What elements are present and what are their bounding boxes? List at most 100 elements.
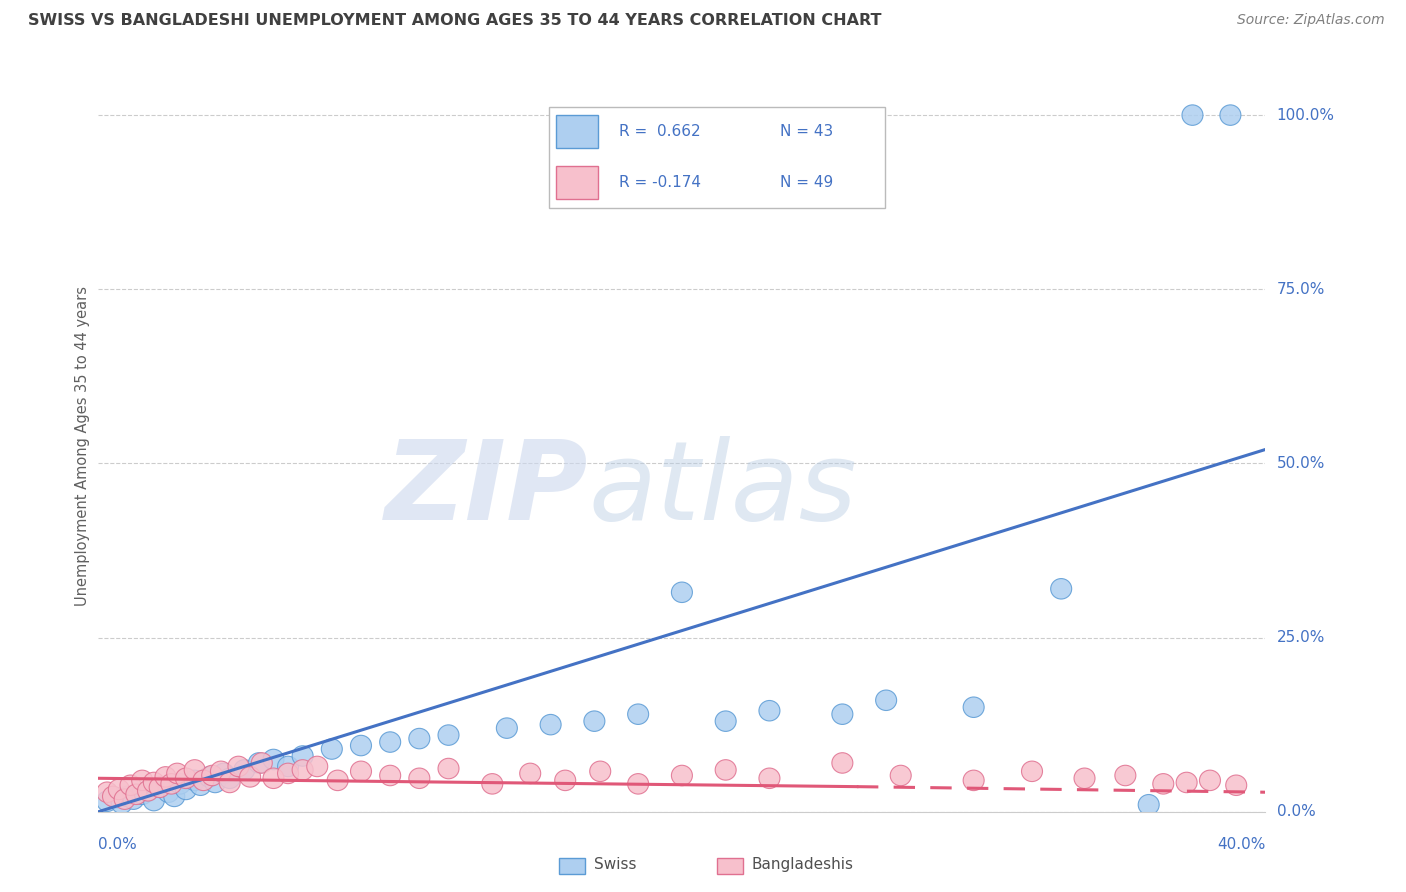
Ellipse shape <box>292 760 314 780</box>
Ellipse shape <box>160 773 181 794</box>
Ellipse shape <box>307 756 328 777</box>
Ellipse shape <box>176 780 197 799</box>
Ellipse shape <box>759 700 780 721</box>
Ellipse shape <box>555 770 575 790</box>
Ellipse shape <box>1226 775 1247 796</box>
Ellipse shape <box>252 753 273 773</box>
Ellipse shape <box>1115 765 1136 786</box>
Text: Source: ZipAtlas.com: Source: ZipAtlas.com <box>1237 13 1385 28</box>
Ellipse shape <box>1022 761 1042 781</box>
Text: atlas: atlas <box>589 436 858 543</box>
Ellipse shape <box>193 770 214 790</box>
Ellipse shape <box>583 711 605 731</box>
Ellipse shape <box>350 735 371 756</box>
Ellipse shape <box>1182 105 1204 126</box>
Ellipse shape <box>219 772 240 793</box>
Ellipse shape <box>380 765 401 786</box>
Ellipse shape <box>277 764 298 784</box>
Text: 100.0%: 100.0% <box>1277 108 1334 122</box>
Ellipse shape <box>496 718 517 739</box>
Ellipse shape <box>672 582 692 602</box>
Ellipse shape <box>111 793 132 814</box>
Ellipse shape <box>117 786 138 806</box>
Text: Bangladeshis: Bangladeshis <box>752 857 853 871</box>
Ellipse shape <box>409 768 430 789</box>
Text: Swiss: Swiss <box>595 857 637 871</box>
Ellipse shape <box>149 777 170 797</box>
Ellipse shape <box>409 729 430 748</box>
Ellipse shape <box>157 782 179 803</box>
Ellipse shape <box>170 773 191 794</box>
Ellipse shape <box>963 770 984 790</box>
Ellipse shape <box>201 765 222 786</box>
Ellipse shape <box>350 761 371 781</box>
Ellipse shape <box>1153 773 1174 794</box>
Ellipse shape <box>627 704 648 724</box>
Ellipse shape <box>1050 579 1071 599</box>
Ellipse shape <box>322 739 342 759</box>
Text: 75.0%: 75.0% <box>1277 282 1324 297</box>
Text: 25.0%: 25.0% <box>1277 630 1324 645</box>
Ellipse shape <box>540 714 561 735</box>
Ellipse shape <box>292 746 314 766</box>
Ellipse shape <box>97 782 118 803</box>
FancyBboxPatch shape <box>560 858 585 874</box>
Ellipse shape <box>716 711 737 731</box>
Ellipse shape <box>1199 770 1220 790</box>
Ellipse shape <box>190 775 211 796</box>
Ellipse shape <box>132 770 153 790</box>
Ellipse shape <box>380 731 401 752</box>
Ellipse shape <box>263 768 284 789</box>
Ellipse shape <box>439 758 458 779</box>
Ellipse shape <box>205 772 225 793</box>
Ellipse shape <box>105 788 127 808</box>
Ellipse shape <box>114 789 135 809</box>
Ellipse shape <box>184 770 205 790</box>
Ellipse shape <box>184 760 205 780</box>
Ellipse shape <box>520 764 541 784</box>
Ellipse shape <box>138 780 159 801</box>
Ellipse shape <box>103 786 124 806</box>
Ellipse shape <box>108 780 129 799</box>
Ellipse shape <box>163 786 184 806</box>
Ellipse shape <box>127 784 146 805</box>
Ellipse shape <box>138 780 159 801</box>
Ellipse shape <box>759 768 780 789</box>
Ellipse shape <box>328 770 349 790</box>
Ellipse shape <box>214 764 235 784</box>
Text: 50.0%: 50.0% <box>1277 456 1324 471</box>
Ellipse shape <box>277 756 298 777</box>
Ellipse shape <box>1220 105 1241 126</box>
Ellipse shape <box>143 790 165 811</box>
Ellipse shape <box>155 766 176 787</box>
Text: 0.0%: 0.0% <box>98 837 138 852</box>
Text: SWISS VS BANGLADESHI UNEMPLOYMENT AMONG AGES 35 TO 44 YEARS CORRELATION CHART: SWISS VS BANGLADESHI UNEMPLOYMENT AMONG … <box>28 13 882 29</box>
Ellipse shape <box>1177 772 1197 793</box>
Ellipse shape <box>589 761 610 781</box>
Ellipse shape <box>832 704 853 724</box>
Ellipse shape <box>149 777 170 797</box>
Ellipse shape <box>176 768 197 789</box>
Ellipse shape <box>1074 768 1095 789</box>
Text: 0.0%: 0.0% <box>1277 805 1315 819</box>
Ellipse shape <box>1139 795 1159 815</box>
FancyBboxPatch shape <box>717 858 742 874</box>
Ellipse shape <box>832 753 853 773</box>
Ellipse shape <box>672 765 692 786</box>
Text: 40.0%: 40.0% <box>1218 837 1265 852</box>
Ellipse shape <box>97 791 118 812</box>
Ellipse shape <box>132 784 153 805</box>
Ellipse shape <box>120 775 141 796</box>
Ellipse shape <box>482 773 503 794</box>
Ellipse shape <box>249 753 270 773</box>
Ellipse shape <box>122 789 143 809</box>
Ellipse shape <box>228 756 249 777</box>
Y-axis label: Unemployment Among Ages 35 to 44 years: Unemployment Among Ages 35 to 44 years <box>75 286 90 606</box>
Text: ZIP: ZIP <box>385 436 589 543</box>
Ellipse shape <box>716 760 737 780</box>
Ellipse shape <box>439 725 458 746</box>
Ellipse shape <box>963 697 984 717</box>
Ellipse shape <box>263 749 284 770</box>
Ellipse shape <box>167 764 187 784</box>
Ellipse shape <box>143 772 165 793</box>
